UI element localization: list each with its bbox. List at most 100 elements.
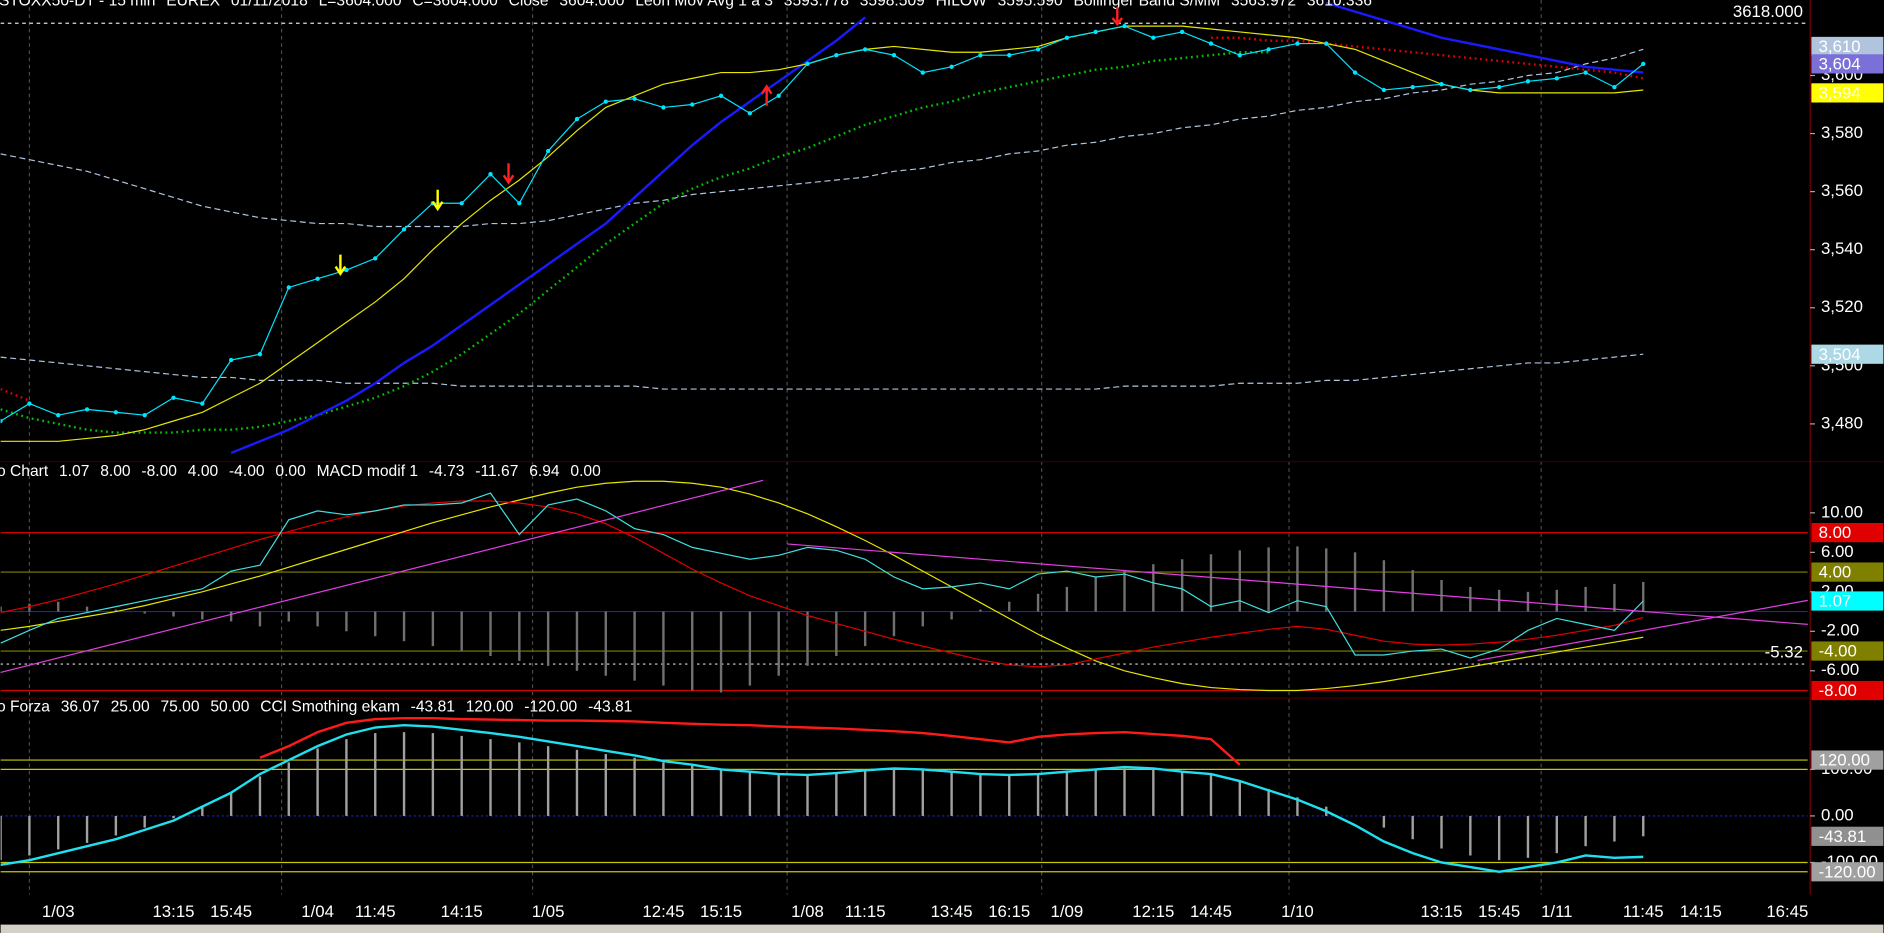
indicator-legend: 120.00 (466, 698, 514, 715)
last-value-label: -4.00 (1819, 642, 1857, 661)
last-value-box (1811, 826, 1884, 846)
indicator-legend: MACD modif 1 (317, 463, 418, 480)
histogram-bar (316, 611, 319, 627)
last-value-label: 4.00 (1819, 563, 1852, 582)
x-tick-label: 11:15 (845, 902, 886, 921)
histogram-bar (229, 792, 233, 816)
series-line (0, 353, 1644, 390)
histogram-bar (114, 815, 118, 836)
histogram-bar (1008, 601, 1011, 612)
data-point (1641, 61, 1646, 67)
histogram-bar (662, 762, 665, 816)
histogram-bar (806, 774, 809, 816)
data-point (1410, 84, 1415, 90)
histogram-bar (1094, 769, 1097, 816)
data-point (603, 99, 608, 104)
histogram-bar (489, 739, 492, 816)
histogram-bar (85, 606, 89, 612)
data-point (401, 227, 407, 232)
data-point (978, 53, 983, 58)
signal-arrows (334, 7, 1124, 276)
histogram-bar (431, 733, 435, 816)
last-value-label: -43.81 (1819, 827, 1867, 846)
data-point (834, 53, 839, 58)
level-label: 3618.000 (1733, 2, 1803, 21)
histogram-bar (806, 611, 809, 666)
data-point (1468, 87, 1473, 93)
histogram-bar (1094, 577, 1097, 612)
x-tick-label: 11:45 (355, 902, 396, 921)
histogram-bar (402, 732, 406, 816)
histogram-bar (1613, 583, 1616, 612)
histogram-bar (201, 806, 204, 816)
histogram-bar (1152, 769, 1155, 816)
data-point (1439, 82, 1444, 87)
y-tick-label: 3,580 (1821, 123, 1863, 142)
histogram-bar (835, 611, 838, 656)
histogram-bar (172, 815, 175, 819)
last-value-box (1811, 344, 1884, 364)
indicator-legend: CCI Smothing ekam (260, 698, 400, 715)
indicator-legend: 4.00 (188, 463, 219, 480)
histogram-bar (28, 815, 31, 856)
data-point (718, 93, 724, 98)
data-point (488, 172, 493, 177)
trend-line (0, 479, 764, 674)
histogram-bar (1584, 815, 1587, 847)
histogram-bar (287, 611, 290, 622)
data-point (1583, 70, 1588, 75)
histogram-bar (1180, 771, 1184, 816)
histogram-bar (402, 611, 406, 642)
data-point (142, 413, 147, 418)
data-point (1554, 76, 1559, 81)
panel (0, 1, 1808, 455)
data-point (228, 357, 234, 363)
panel (0, 480, 1808, 693)
x-tick-label: 13:45 (931, 902, 973, 921)
indicator-legend: -4.73 (429, 463, 465, 480)
histogram-bar (575, 611, 579, 671)
last-value-box (1811, 562, 1884, 582)
histogram-bar (1123, 768, 1126, 816)
series-line (0, 500, 1644, 668)
histogram-bar (1238, 550, 1241, 612)
y-tick-label: 3,520 (1821, 297, 1863, 316)
data-point (574, 116, 580, 122)
y-tick-label: -2.00 (1821, 621, 1859, 640)
histogram-bar (172, 611, 175, 617)
x-tick-label: 14:45 (1190, 902, 1232, 921)
histogram-bar (546, 746, 550, 816)
x-tick-label: 15:45 (210, 902, 252, 921)
data-point (1496, 84, 1502, 90)
histogram-bar (1036, 593, 1040, 612)
trend-lines (0, 479, 1808, 674)
histogram-bar (57, 815, 60, 850)
indicator-legend: o Forza (0, 698, 50, 715)
indicator-legend: EUREX (166, 0, 220, 9)
data-point (1266, 47, 1271, 52)
histogram-bar (921, 611, 924, 627)
histogram-bar (57, 601, 60, 612)
indicator-legend: 3563.972 (1231, 0, 1296, 9)
histogram-bar (691, 611, 694, 691)
last-value-label: 8.00 (1819, 523, 1852, 542)
status-strip (0, 924, 1884, 933)
data-point (545, 148, 551, 154)
histogram-bar (921, 769, 924, 816)
histogram-bar (1065, 586, 1069, 612)
series-line (259, 716, 1241, 766)
histogram-bar (114, 609, 118, 612)
histogram-bar (633, 757, 636, 816)
histogram-bar (258, 611, 262, 627)
x-tick-label: 1/03 (42, 902, 75, 921)
x-tick-label: 1/11 (1541, 902, 1572, 921)
histogram-bar (1382, 560, 1386, 612)
histogram-bar (979, 609, 982, 612)
series-line (0, 480, 1644, 692)
histogram-bar (345, 611, 348, 632)
last-value-label: 3,604 (1819, 55, 1861, 74)
histogram-bar (1411, 815, 1414, 840)
histogram-bar (28, 603, 31, 612)
